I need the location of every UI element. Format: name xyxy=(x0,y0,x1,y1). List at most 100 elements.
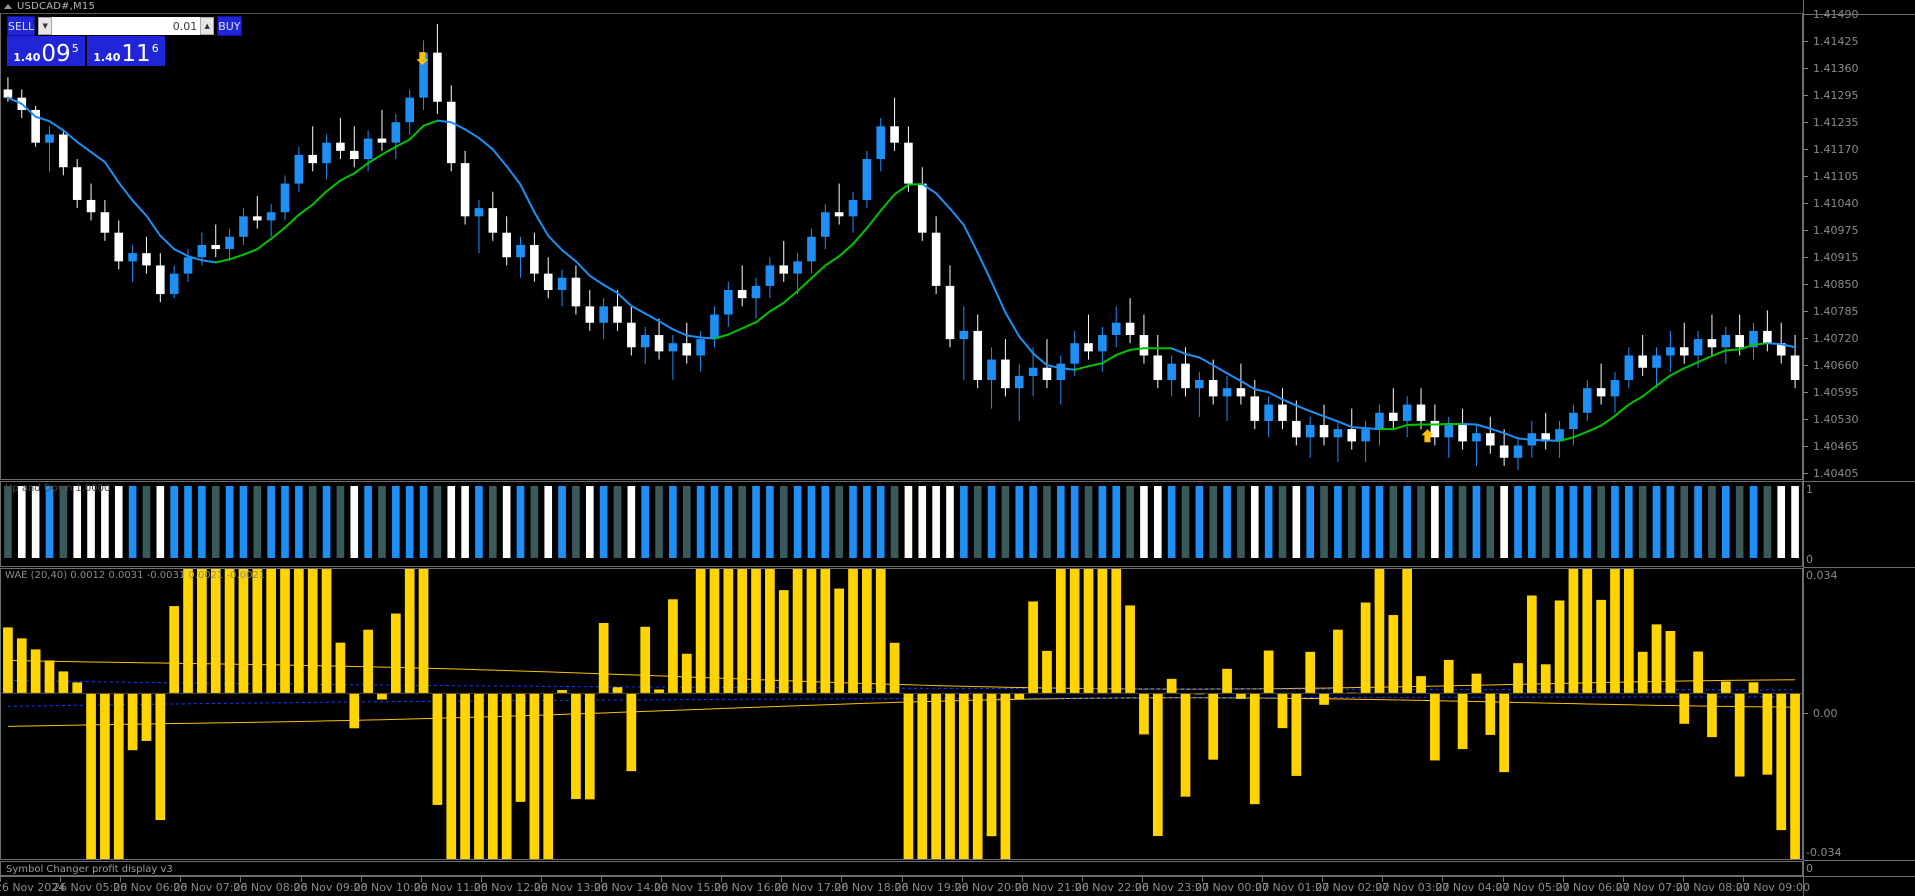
up-and-down-bar xyxy=(211,486,220,558)
up-and-down-bar xyxy=(392,486,400,558)
up-and-down-bar xyxy=(585,486,594,558)
up-and-down-axis-tick: 0 xyxy=(1806,552,1813,566)
time-axis-mark xyxy=(1622,877,1624,882)
up-and-down-bar xyxy=(1029,486,1037,558)
price-axis-column[interactable]: 1.41490 1.41425 1.41360 1.41295 1.41235 1.411… xyxy=(1803,0,1915,896)
wae-histogram-bar xyxy=(723,569,734,694)
up-and-down-bar xyxy=(475,486,483,558)
up-and-down-bar xyxy=(4,486,12,558)
up-and-down-bar xyxy=(793,486,802,558)
wae-histogram-bar xyxy=(1166,678,1177,694)
wae-histogram-bar xyxy=(307,569,318,694)
wae-histogram-bar xyxy=(349,693,360,729)
time-axis-mark xyxy=(180,877,182,882)
wae-histogram-bar xyxy=(584,693,595,800)
volume-decrement-button[interactable]: ▼ xyxy=(38,17,53,35)
time-axis-mark xyxy=(240,877,242,882)
sell-button[interactable]: SELL xyxy=(7,16,36,36)
wae-histogram-bar xyxy=(1208,693,1219,760)
sell-price-button[interactable]: 1.40 09 5 xyxy=(7,36,85,66)
up-and-down-bar xyxy=(267,486,275,558)
wae-histogram-bar xyxy=(1457,693,1468,750)
volume-increment-button[interactable]: ▲ xyxy=(200,17,215,35)
price-axis-tick: 1.41105 xyxy=(1803,170,1859,183)
time-axis-label: 26 Nov 14:00 xyxy=(593,881,669,894)
up-and-down-bar xyxy=(489,486,497,558)
wae-histogram-bar xyxy=(917,693,928,859)
up-and-down-bar xyxy=(876,486,885,558)
time-axis-label: 27 Nov 09:00 xyxy=(1735,881,1811,894)
time-axis-label: 26 Nov 15:00 xyxy=(654,881,729,894)
wae-histogram-bar xyxy=(1776,693,1787,831)
up-and-down-bar xyxy=(1375,486,1384,558)
wae-axis-tick: -0.034 xyxy=(1806,845,1842,859)
up-and-down-bar xyxy=(1555,486,1564,558)
wae-histogram-bar xyxy=(446,693,457,859)
collapse-triangle-icon[interactable] xyxy=(4,4,12,9)
wae-histogram-bar xyxy=(1623,569,1634,694)
buy-button[interactable]: BUY xyxy=(217,16,242,36)
wae-histogram-bar xyxy=(1430,693,1440,761)
up-and-down-bar xyxy=(1209,486,1218,558)
time-axis-label: 27 Nov 08:00 xyxy=(1675,881,1750,894)
up-and-down-bar xyxy=(946,486,954,558)
up-and-down-bar xyxy=(599,486,608,558)
up-and-down-bar xyxy=(1431,486,1439,558)
up-and-down-bar xyxy=(752,486,760,558)
up-and-down-bar xyxy=(987,486,996,558)
wae-histogram-bar xyxy=(640,626,651,694)
wae-histogram-bar xyxy=(1111,569,1122,694)
up-and-down-bar xyxy=(1334,486,1342,558)
wae-histogram-bar xyxy=(1291,693,1302,776)
buy-price-prefix: 1.40 xyxy=(93,51,121,64)
wae-histogram-bar xyxy=(1748,682,1759,694)
up-and-down-indicator-pane[interactable]: Up and Down 1.0000 xyxy=(0,481,1803,567)
up-and-down-bar xyxy=(1486,486,1495,558)
wae-histogram-bar xyxy=(1402,569,1413,694)
wae-histogram-bar xyxy=(972,693,983,859)
up-and-down-bar xyxy=(1708,486,1716,558)
up-and-down-bar xyxy=(17,486,26,558)
up-and-down-bar xyxy=(1237,486,1245,558)
wae-histogram-bar xyxy=(862,569,872,694)
price-chart-pane[interactable] xyxy=(0,14,1803,480)
up-and-down-bar xyxy=(1278,486,1287,558)
up-and-down-bar xyxy=(1153,486,1162,558)
time-axis-mark xyxy=(1562,877,1564,882)
wae-histogram-bar xyxy=(1582,569,1593,694)
symbol-changer-pane[interactable]: Symbol Changer profit display v3 xyxy=(0,861,1803,876)
up-and-down-bar xyxy=(253,486,262,558)
wae-histogram-bar xyxy=(875,569,886,694)
wae-indicator-pane[interactable]: WAE (20,40) 0.0012 0.0031 -0.0031 0.0021… xyxy=(0,568,1803,860)
volume-stepper[interactable]: ▼ ▲ xyxy=(37,16,216,36)
up-and-down-bar xyxy=(669,486,677,558)
wae-histogram-bar xyxy=(1000,693,1011,859)
wae-histogram-bar xyxy=(16,638,27,694)
buy-price-fraction: 6 xyxy=(151,42,159,55)
time-axis-mark xyxy=(360,877,362,882)
up-and-down-bar xyxy=(1458,486,1467,558)
price-axis-tick: 1.40975 xyxy=(1803,224,1859,237)
buy-price-button[interactable]: 1.40 11 6 xyxy=(87,36,165,66)
time-axis-mark xyxy=(721,877,723,882)
symbol-changer-label: Symbol Changer profit display v3 xyxy=(6,864,173,875)
wae-histogram-bar xyxy=(3,627,13,694)
wae-histogram-bar xyxy=(557,690,567,694)
wae-histogram-bar xyxy=(377,693,387,700)
up-and-down-bar xyxy=(1195,486,1204,558)
wae-histogram-bar xyxy=(432,693,443,805)
time-axis[interactable]: 26 Nov 2024 26 Nov 05:00 26 Nov 06:00 26 No… xyxy=(0,876,1810,896)
up-and-down-bar xyxy=(239,486,248,558)
one-click-trading-panel[interactable]: SELL ▼ ▲ BUY 1.40 09 5 1.40 11 6 xyxy=(7,16,242,66)
up-and-down-bar xyxy=(322,486,331,558)
volume-input[interactable] xyxy=(52,17,201,35)
up-and-down-axis-tick: 1 xyxy=(1806,482,1813,496)
up-and-down-bar xyxy=(738,486,746,558)
up-and-down-bar xyxy=(1763,486,1772,558)
wae-histogram-bar xyxy=(1152,693,1163,836)
wae-axis-tick: 0.00 xyxy=(1803,707,1838,720)
time-axis-mark xyxy=(300,877,302,882)
up-and-down-bar xyxy=(807,486,816,558)
up-and-down-bar xyxy=(73,486,82,558)
up-and-down-bar xyxy=(1791,486,1799,558)
